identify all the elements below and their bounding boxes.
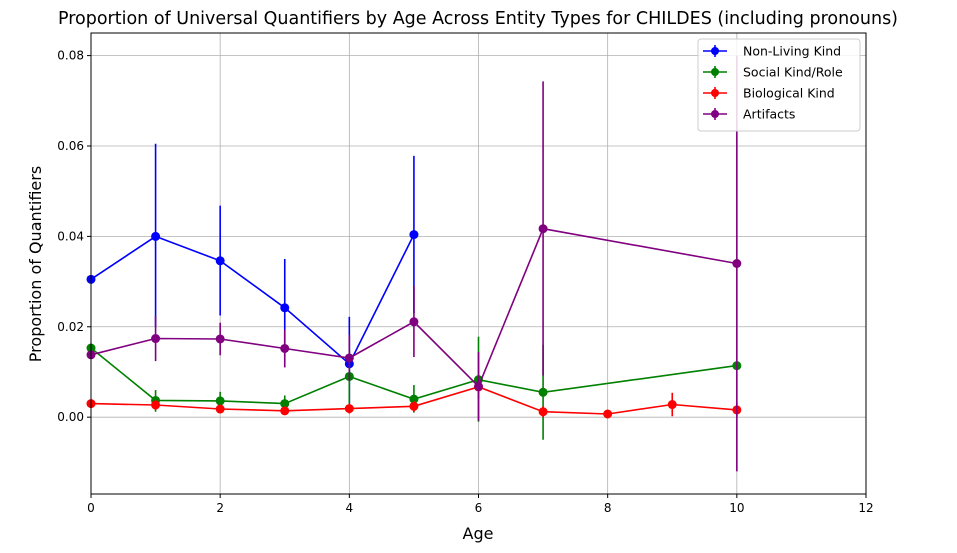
data-point	[215, 404, 225, 414]
data-point	[151, 231, 161, 241]
x-tick-label: 10	[729, 501, 744, 515]
legend-item: Social Kind/Role	[703, 65, 843, 80]
data-point	[215, 396, 225, 406]
data-point	[215, 334, 225, 344]
data-point	[280, 343, 290, 353]
legend-label: Artifacts	[743, 107, 795, 122]
x-tick-label: 4	[346, 501, 354, 515]
series-line	[90, 234, 415, 366]
series-3	[86, 374, 742, 419]
data-point	[409, 401, 419, 411]
data-point	[474, 381, 483, 391]
x-axis-label: Age	[463, 524, 494, 543]
data-point	[344, 404, 354, 414]
legend-marker	[711, 47, 719, 55]
data-point	[151, 334, 161, 344]
legend-item: Non-Living Kind	[703, 44, 841, 59]
data-point	[409, 394, 419, 404]
y-tick-label: 0.00	[57, 410, 84, 424]
data-point	[538, 387, 548, 397]
legend-item: Biological Kind	[703, 86, 835, 101]
legend-marker	[711, 89, 719, 97]
y-axis-label: Proportion of Quantifiers	[26, 166, 45, 362]
data-point	[280, 399, 290, 409]
y-tick-label: 0.02	[57, 320, 84, 334]
legend-label: Non-Living Kind	[743, 44, 841, 59]
legend-item: Artifacts	[703, 107, 795, 122]
x-tick-label: 0	[87, 501, 95, 515]
data-point	[151, 400, 161, 410]
x-tick-label: 12	[858, 501, 873, 515]
chart-title: Proportion of Universal Quantifiers by A…	[58, 9, 898, 29]
y-tick-label: 0.04	[57, 229, 84, 243]
data-point	[409, 230, 419, 240]
x-tick-label: 6	[475, 501, 483, 515]
data-point	[215, 256, 225, 266]
y-tick-label: 0.08	[57, 49, 84, 63]
legend-label: Social Kind/Role	[743, 65, 843, 80]
series-layer	[86, 55, 742, 472]
data-point	[344, 353, 354, 363]
x-tick-label: 2	[216, 501, 224, 515]
legend-marker	[711, 68, 719, 76]
data-point	[409, 317, 419, 327]
legend-label: Biological Kind	[743, 86, 835, 101]
series-4	[86, 55, 742, 472]
data-point	[732, 259, 742, 268]
data-point	[538, 224, 548, 234]
x-tick-label: 8	[604, 501, 612, 515]
data-point	[603, 409, 613, 419]
data-point	[280, 303, 290, 313]
legend: Non-Living Kind Social Kind/Role Biologica…	[697, 38, 861, 132]
data-point	[667, 400, 677, 410]
y-tick-label: 0.06	[57, 139, 84, 153]
legend-marker	[711, 110, 719, 118]
series-1	[86, 143, 419, 411]
legend-box	[697, 38, 861, 132]
axis-ticks: 0 2 4 6 8 10 12 0.00 0.02 0.04 0.06 0.08	[57, 49, 873, 515]
data-point	[280, 406, 290, 416]
data-point	[538, 407, 548, 417]
